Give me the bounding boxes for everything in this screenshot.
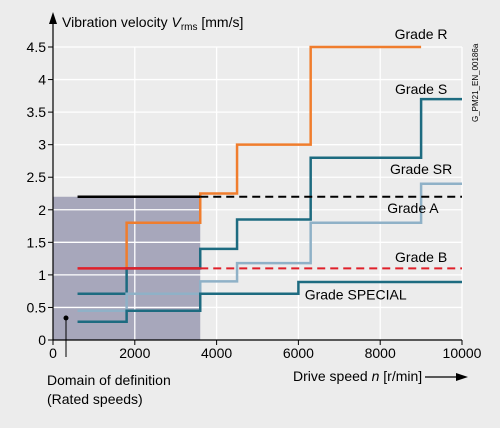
y-tick-label: 2.5 <box>27 169 47 185</box>
y-tick-label: 1.5 <box>27 234 47 250</box>
y-axis-arrow <box>49 12 57 24</box>
series-line-grade-s <box>77 97 462 296</box>
y-axis-label-symbol: V <box>171 14 182 30</box>
y-tick-label: 4.5 <box>27 39 47 55</box>
y-axis-label: Vibration velocity Vrms [mm/s] <box>62 14 243 33</box>
y-axis-label-unit: [mm/s] <box>197 14 243 30</box>
y-axis-label-prefix: Vibration velocity <box>62 14 171 30</box>
x-axis-label-unit: [r/min] <box>379 368 422 384</box>
x-axis-label-arrowhead <box>456 373 468 381</box>
series-line-grade-sr <box>77 182 462 312</box>
y-axis-label-subscript: rms <box>181 22 198 33</box>
x-tick-label: 0 <box>49 345 57 361</box>
domain-pointer-dot <box>63 315 69 321</box>
ticks: 0 2000 4000 6000 8000 10000 0 0.5 1 1.5 2 2.5 3 3.5 4 4… <box>27 39 482 361</box>
x-tick-label: 8000 <box>365 345 396 361</box>
series-label-grade-b: Grade B <box>395 249 447 265</box>
domain-label-line-2: (Rated speeds) <box>47 391 143 407</box>
series-label-grade-sr: Grade SR <box>390 161 452 177</box>
y-tick-label: 2 <box>38 202 46 218</box>
series-line-grade-r <box>125 45 422 269</box>
x-axis-label-prefix: Drive speed <box>293 368 372 384</box>
x-axis-label: Drive speed n [r/min] <box>293 368 422 384</box>
x-tick-label: 10000 <box>443 345 482 361</box>
y-tick-label: 4 <box>38 72 46 88</box>
series-label-grade-special: Grade SPECIAL <box>305 287 407 303</box>
y-tick-label: 3 <box>38 137 46 153</box>
y-tick-label: 0 <box>38 332 46 348</box>
y-tick-label: 3.5 <box>27 104 47 120</box>
x-axis-label-symbol: n <box>372 368 380 384</box>
series-label-grade-s: Grade S <box>395 81 447 97</box>
series-label-grade-a: Grade A <box>387 200 439 216</box>
series-label-grade-r: Grade R <box>395 26 448 42</box>
series-labels: Grade R Grade S Grade SR Grade A Grade B Grad… <box>305 26 453 302</box>
series-line-grade-special <box>77 280 462 324</box>
domain-label-line-1: Domain of definition <box>47 372 171 388</box>
y-tick-label: 0.5 <box>27 299 47 315</box>
series-layer <box>77 45 462 324</box>
x-tick-label: 6000 <box>283 345 314 361</box>
x-tick-label: 4000 <box>201 345 232 361</box>
y-tick-label: 1 <box>38 267 46 283</box>
x-tick-label: 2000 <box>119 345 150 361</box>
figure-id: G_PM21_EN_00186a <box>471 43 480 122</box>
